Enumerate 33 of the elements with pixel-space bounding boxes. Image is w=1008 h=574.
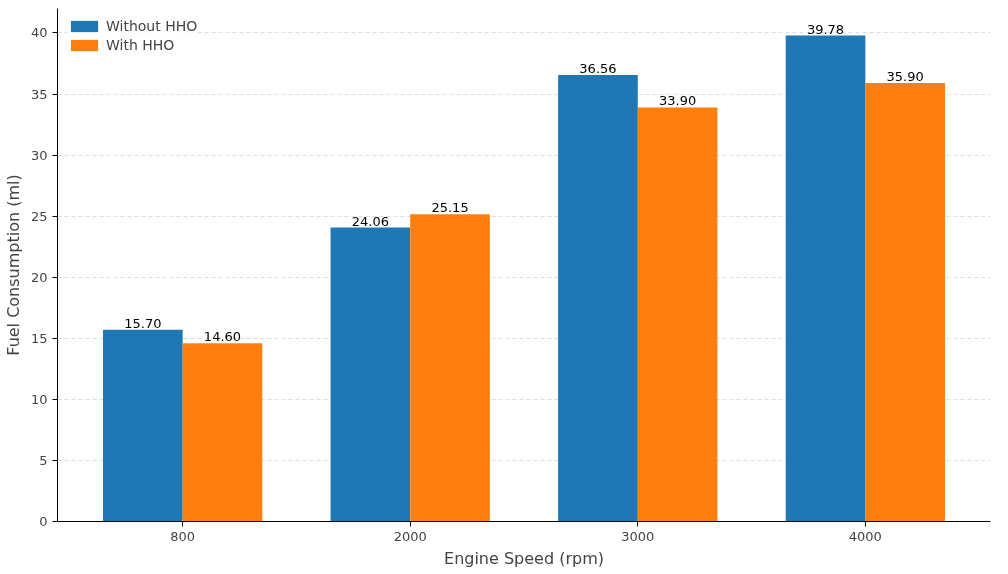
data-label: 15.70 — [124, 315, 162, 331]
y-tick-label: 25 — [30, 208, 48, 224]
y-tick-label: 10 — [30, 391, 48, 407]
y-tick-label: 35 — [30, 86, 48, 102]
data-label: 35.90 — [886, 69, 924, 85]
bar — [865, 83, 945, 522]
y-tick-label: 30 — [30, 147, 48, 163]
x-tick-label: 4000 — [848, 528, 882, 544]
legend-label: With HHO — [106, 37, 175, 53]
legend-label: Without HHO — [106, 18, 198, 34]
data-label: 36.56 — [579, 60, 617, 76]
y-tick-label: 5 — [39, 452, 48, 468]
x-tick-label: 800 — [170, 528, 196, 544]
data-label: 25.15 — [431, 200, 469, 216]
bar — [182, 343, 263, 522]
data-label: 39.78 — [806, 21, 845, 37]
bar — [330, 227, 411, 522]
y-tick-label: 20 — [30, 269, 48, 285]
data-label: 14.60 — [203, 329, 242, 345]
data-label: 24.06 — [351, 213, 390, 229]
bar — [410, 214, 490, 522]
y-tick-label: 40 — [30, 25, 48, 41]
bar — [558, 74, 638, 522]
x-tick-label: 2000 — [393, 528, 427, 544]
y-tick-label: 0 — [39, 514, 48, 529]
data-label: 33.90 — [659, 93, 697, 109]
bar — [785, 35, 866, 522]
bar — [103, 329, 183, 522]
x-axis-title: Engine Speed (rpm) — [444, 548, 604, 568]
x-tick-label: 3000 — [621, 528, 655, 544]
y-axis-title: Fuel Consumption (ml) — [3, 174, 23, 356]
bar — [637, 107, 718, 522]
y-tick-label: 15 — [30, 330, 48, 346]
